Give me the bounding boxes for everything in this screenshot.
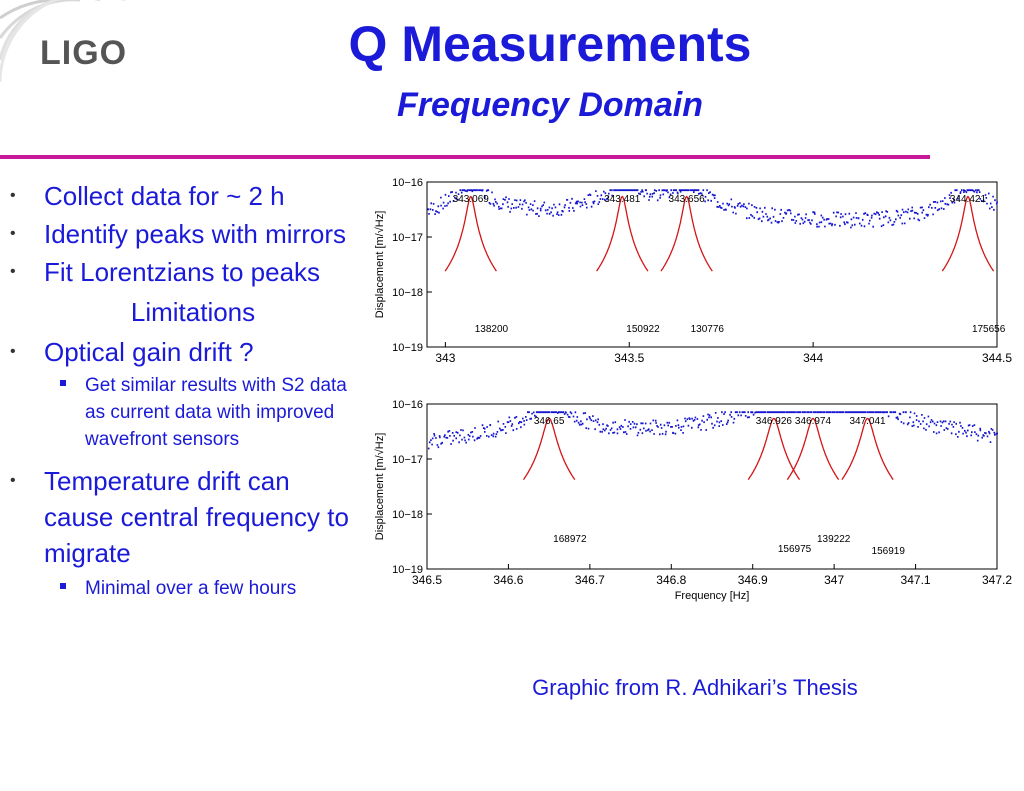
x-tick-label: 346.6	[493, 573, 523, 587]
y-tick-label: 10−18	[392, 287, 423, 299]
page-subtitle: Frequency Domain	[396, 86, 704, 124]
sub-bullet-item: Get similar results with S2 data as curr…	[8, 372, 358, 453]
y-tick-label: 10−17	[392, 454, 423, 466]
q-value-label: 156919	[872, 546, 906, 557]
plot-frame	[426, 403, 998, 570]
x-axis-label: Frequency [Hz]	[675, 590, 750, 602]
spectrum-points	[427, 411, 998, 450]
x-tick-label: 343	[435, 351, 455, 365]
logo-arcs	[0, 0, 125, 83]
lorentzian-fit	[786, 417, 840, 480]
q-value-label: 156975	[778, 544, 812, 555]
y-tick-label: 10−16	[392, 177, 423, 189]
bullet-text: Temperature drift can cause central freq…	[44, 466, 349, 568]
spectrum-points	[427, 189, 998, 229]
x-tick-label: 343.5	[614, 351, 644, 365]
x-tick-label: 347.2	[982, 573, 1012, 587]
bullet-text: Collect data for ~ 2 h	[44, 181, 285, 211]
y-tick-label: 10−18	[392, 509, 423, 521]
q-spectra-chart: 10−16 10−17 10−18 10−19 343 343.5 344 344.5 Disp…	[374, 177, 1012, 602]
peak-frequency-label: 344.421	[950, 194, 987, 205]
peak-frequency-label: 346.974	[795, 416, 832, 427]
x-tick-label: 344.5	[982, 351, 1012, 365]
bullet-text: Identify peaks with mirrors	[44, 219, 346, 249]
figure-caption: Graphic from R. Adhikari’s Thesis	[532, 675, 858, 700]
bullet-item: • Collect data for ~ 2 h	[10, 181, 285, 211]
lorentzian-fit	[444, 195, 497, 272]
sub-bullet-text: Get similar results with S2 data as curr…	[85, 375, 347, 450]
peak-frequency-label: 343.656	[669, 194, 706, 205]
lorentzian-fit	[596, 195, 649, 272]
q-value-label: 138200	[475, 324, 509, 335]
bullet-list: • Collect data for ~ 2 h • Identify peaks …	[8, 178, 358, 602]
q-value-label: 175656	[972, 324, 1006, 335]
y-tick-label: 10−19	[392, 342, 423, 354]
lorentzian-fit	[747, 417, 801, 480]
y-axis-label: Displacement [m/√Hz]	[374, 211, 386, 319]
peak-frequency-label: 347.041	[849, 416, 886, 427]
page-title: Q Measurements	[348, 16, 752, 72]
peak-frequency-label: 343.481	[604, 194, 641, 205]
peak-frequency-label: 343.069	[453, 194, 490, 205]
x-tick-label: 347	[824, 573, 844, 587]
y-tick-label: 10−17	[392, 232, 423, 244]
bullet-text: Fit Lorentzians to peaks	[44, 257, 321, 287]
y-tick-label: 10−16	[392, 399, 423, 411]
y-axis-label: Displacement [m/√Hz]	[374, 433, 386, 541]
y-tick-label: 10−19	[392, 564, 423, 576]
x-tick-label: 347.1	[901, 573, 931, 587]
ligo-logo: LIGO	[0, 0, 150, 100]
sub-bullet-item: Minimal over a few hours	[8, 575, 358, 602]
q-value-label: 150922	[626, 324, 660, 335]
x-tick-label: 344	[803, 351, 823, 365]
title-divider	[0, 155, 930, 159]
bullet-item: • Temperature drift can cause central fre…	[10, 466, 349, 568]
sub-bullet-text: Minimal over a few hours	[85, 578, 297, 599]
bullet-text: Optical gain drift ?	[44, 337, 254, 367]
q-value-label: 168972	[553, 534, 587, 545]
bullet-item: • Fit Lorentzians to peaks	[10, 257, 321, 287]
x-tick-label: 346.9	[738, 573, 768, 587]
logo-text: LIGO	[40, 34, 128, 72]
lorentzian-fit	[841, 417, 894, 480]
plot-frame	[426, 181, 998, 348]
x-tick-label: 346.5	[412, 573, 442, 587]
x-tick-label: 346.8	[656, 573, 686, 587]
peak-frequency-label: 346.65	[534, 416, 565, 427]
peak-frequency-label: 346.926	[756, 416, 793, 427]
lorentzian-fit	[522, 417, 576, 480]
limitations-heading: Limitations	[130, 297, 256, 327]
q-value-label: 130776	[691, 324, 725, 335]
q-value-label: 139222	[817, 534, 851, 545]
lorentzian-fit	[660, 195, 713, 272]
bullet-item: • Identify peaks with mirrors	[10, 219, 346, 249]
lorentzian-fit	[941, 195, 995, 272]
x-tick-label: 346.7	[575, 573, 605, 587]
bullet-item: • Optical gain drift ?	[10, 337, 254, 367]
